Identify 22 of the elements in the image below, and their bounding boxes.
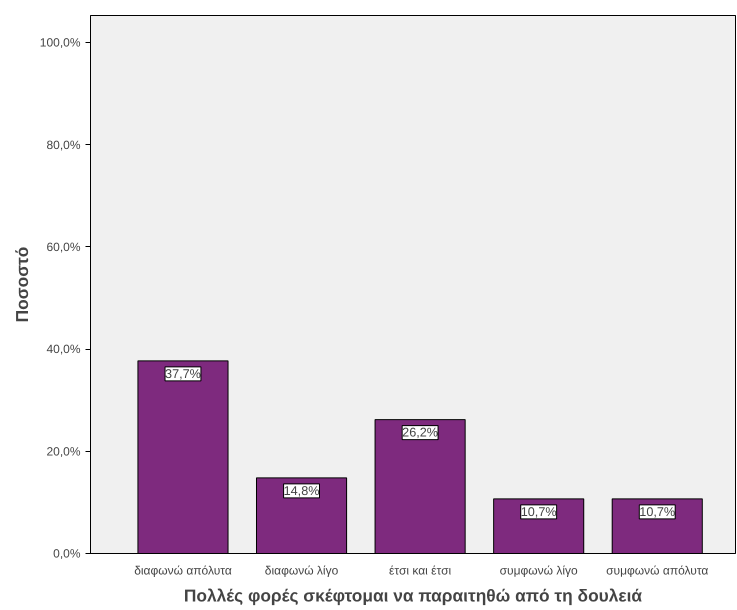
bar [256, 477, 348, 554]
bar [137, 360, 229, 554]
y-axis-title: Ποσοστό [12, 246, 32, 322]
bar [493, 498, 584, 554]
y-tick-label: 40,0% [46, 342, 81, 356]
x-tick-label: διαφωνώ λίγο [264, 564, 339, 578]
data-label: 37,7% [165, 366, 201, 381]
y-tick-label: 60,0% [46, 240, 81, 254]
y-tick-label: 100,0% [40, 36, 81, 50]
y-tick-label: 20,0% [46, 444, 81, 458]
x-tick-label: συμφωνώ λίγο [500, 564, 578, 578]
bar [374, 419, 466, 554]
data-label: 10,7% [520, 504, 557, 519]
x-tick-label: διαφωνώ απόλυτα [134, 564, 232, 578]
x-axis-title: Πολλές φορές σκέφτομαι να παραιτηθώ από τη δουλειά [184, 586, 642, 606]
data-label: 26,2% [402, 426, 438, 440]
y-tick-label: 80,0% [46, 138, 81, 152]
y-tick-label: 0,0% [53, 546, 81, 560]
bar [612, 498, 703, 554]
x-tick-label: έτσι και έτσι [389, 564, 452, 578]
x-tick-label: συμφωνώ απόλυτα [606, 564, 708, 578]
data-label: 14,8% [284, 484, 320, 498]
